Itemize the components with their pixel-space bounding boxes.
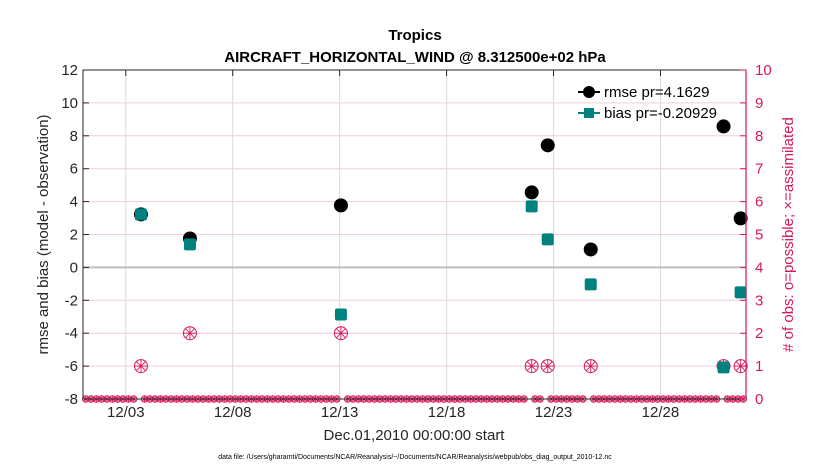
y-right-tick-label: 5: [755, 227, 763, 244]
y-right-tick-label: 8: [755, 128, 763, 145]
rmse-point: [333, 198, 348, 213]
bias-point: [134, 208, 147, 221]
y-right-tick-label: 1: [755, 358, 763, 375]
y-axis-label: rmse and bias (model - observation): [35, 114, 52, 354]
y-axis-label-right: # of obs: o=possible; ×=assimilated: [780, 117, 797, 352]
obs-count-marker: [182, 326, 197, 341]
x-axis-label: Dec.01,2010 00:00:00 start: [324, 427, 506, 444]
bias-point: [734, 286, 747, 299]
y-tick-label: 8: [70, 128, 78, 145]
y-right-tick-label: 6: [755, 194, 763, 211]
legend-marker: [583, 86, 595, 98]
obs-assimilated-cross: [542, 361, 553, 372]
series: [133, 119, 748, 374]
obs-assimilated-cross: [336, 328, 346, 339]
x-tick-label: 12/08: [214, 404, 252, 421]
x-tick-label: 12/13: [321, 404, 359, 421]
legend-item-bias: bias pr=-0.20929: [578, 105, 717, 122]
chart-title: Tropics: [388, 27, 441, 44]
legend: rmse pr=4.1629 bias pr=-0.20929: [578, 84, 717, 122]
left-axis: -8 -6 -4 -2 0 2 4 6 8 10 12: [61, 62, 89, 408]
bias-point: [183, 238, 196, 251]
y-right-tick-label: 2: [755, 325, 763, 342]
y-tick-label: -4: [65, 325, 78, 342]
obs-assimilated-cross: [526, 361, 537, 372]
y-right-tick-label: 7: [755, 161, 763, 178]
y-tick-label: -6: [65, 358, 78, 375]
y-tick-label: 4: [70, 194, 78, 211]
bias-point: [334, 308, 347, 321]
obs-count-marker: [540, 359, 555, 374]
x-tick-label: 12/18: [428, 404, 466, 421]
chart-subtitle: AIRCRAFT_HORIZONTAL_WIND @ 8.312500e+02 …: [224, 49, 606, 66]
obs-assimilated-cross: [185, 328, 195, 339]
y-tick-label: 10: [61, 95, 78, 112]
x-tick-label: 12/23: [535, 404, 573, 421]
legend-label: rmse pr=4.1629: [604, 84, 709, 101]
data-file-footnote: data file: /Users/gharamti/Documents/NCA…: [218, 454, 612, 461]
y-right-tick-label: 3: [755, 292, 763, 309]
bias-point: [541, 233, 554, 246]
y-right-tick-label: 9: [755, 95, 763, 112]
legend-marker: [584, 108, 594, 118]
y-tick-label: 6: [70, 161, 78, 178]
obs-assimilated-cross: [136, 361, 146, 372]
bias-point: [584, 278, 597, 291]
obs-count-marker: [524, 359, 539, 374]
right-axis: 0 1 2 3 4 5 6 7 8 9 10: [740, 62, 772, 408]
obs-count-marker: [583, 359, 598, 374]
y-tick-label: 12: [61, 62, 78, 79]
bias-point: [525, 200, 538, 213]
obs-count-marker: [333, 326, 348, 341]
y-tick-label: 0: [70, 259, 78, 276]
legend-item-rmse: rmse pr=4.1629: [578, 84, 709, 101]
rmse-point: [733, 211, 748, 226]
y-tick-label: -8: [65, 391, 78, 408]
x-axis: 12/03 12/08 12/13 12/18 12/23 12/28: [107, 70, 679, 421]
x-tick-label: 12/28: [642, 404, 680, 421]
bias-point: [717, 361, 730, 374]
rmse-point: [716, 119, 731, 134]
y-right-tick-label: 10: [755, 62, 772, 79]
x-tick-label: 12/03: [107, 404, 145, 421]
legend-label: bias pr=-0.20929: [604, 105, 717, 122]
y-tick-label: -2: [65, 292, 78, 309]
rmse-point: [583, 242, 598, 257]
obs-markers: [81, 326, 748, 403]
obs-count-marker: [133, 359, 148, 374]
rmse-point: [524, 185, 539, 200]
obs-assimilated-cross: [585, 361, 596, 372]
y-right-tick-label: 0: [755, 391, 763, 408]
rmse-point: [540, 138, 555, 153]
y-tick-label: 2: [70, 227, 78, 244]
y-right-tick-label: 4: [755, 259, 763, 276]
